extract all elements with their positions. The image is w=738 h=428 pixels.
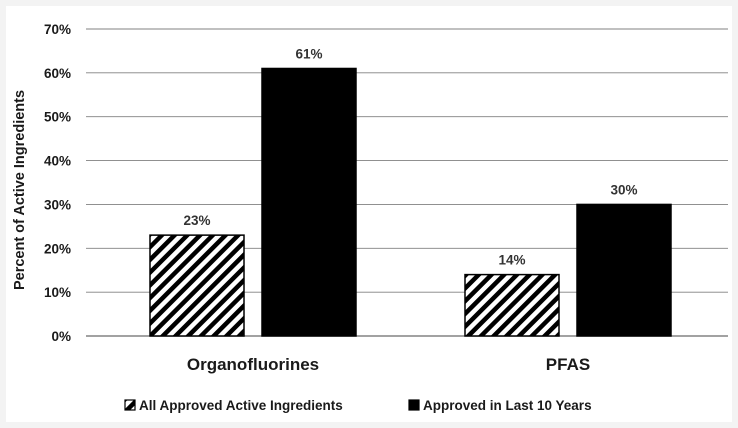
y-tick-label: 0% xyxy=(51,329,71,344)
data-label: 14% xyxy=(498,253,525,268)
bar-all-approved xyxy=(464,273,560,337)
bar-last-10-years xyxy=(576,203,672,337)
category-label: PFAS xyxy=(546,355,590,374)
category-labels: Organofluorines PFAS xyxy=(187,355,590,374)
data-label: 61% xyxy=(295,46,322,61)
y-tick-label: 40% xyxy=(44,154,71,169)
data-label: 23% xyxy=(183,213,210,228)
legend-label: Approved in Last 10 Years xyxy=(423,398,592,413)
bar-last-10-years xyxy=(261,67,357,337)
legend: All Approved Active Ingredients Approved … xyxy=(124,398,592,413)
bar-all-approved xyxy=(149,234,245,337)
data-label: 30% xyxy=(610,182,637,197)
chart-frame: 0% 10% 20% 30% 40% 50% 60% 70% 23% 61% 14% 30% Org… xyxy=(6,6,732,422)
y-tick-labels: 0% 10% 20% 30% 40% 50% 60% 70% xyxy=(44,22,71,344)
y-axis-title: Percent of Active Ingredients xyxy=(12,90,28,290)
legend-swatch xyxy=(124,399,136,411)
y-tick-label: 60% xyxy=(44,66,71,81)
y-tick-label: 50% xyxy=(44,110,71,125)
y-tick-label: 70% xyxy=(44,22,71,37)
bars xyxy=(149,67,672,337)
legend-swatch xyxy=(408,399,420,411)
data-labels: 23% 61% 14% 30% xyxy=(183,46,637,267)
y-tick-label: 20% xyxy=(44,241,71,256)
y-tick-label: 10% xyxy=(44,285,71,300)
category-label: Organofluorines xyxy=(187,355,319,374)
y-tick-label: 30% xyxy=(44,197,71,212)
legend-label: All Approved Active Ingredients xyxy=(139,398,343,413)
bar-chart: 0% 10% 20% 30% 40% 50% 60% 70% 23% 61% 14% 30% Org… xyxy=(12,22,728,413)
